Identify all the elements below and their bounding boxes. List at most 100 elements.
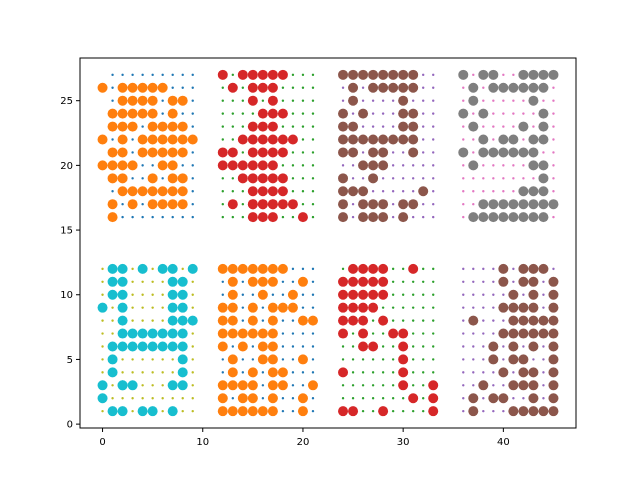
data-point-series-2 xyxy=(277,108,288,119)
data-point-series-3 xyxy=(398,212,409,223)
small-dot-0 xyxy=(191,190,194,193)
small-dot-7 xyxy=(482,267,485,271)
data-point-series-7 xyxy=(358,289,369,300)
small-dot-2 xyxy=(421,151,425,154)
data-point-series-6 xyxy=(287,289,298,300)
data-point-series-2 xyxy=(247,134,258,145)
small-dot-4 xyxy=(141,358,144,361)
small-dot-2 xyxy=(432,99,435,102)
data-point-series-8 xyxy=(508,328,519,339)
data-point-series-3 xyxy=(338,147,349,158)
data-point-series-8 xyxy=(528,328,539,339)
small-dot-6 xyxy=(381,306,385,309)
data-point-series-5 xyxy=(107,341,118,352)
data-point-series-3 xyxy=(398,199,409,210)
data-point-series-6 xyxy=(217,315,228,326)
data-point-series-4 xyxy=(478,69,489,80)
data-point-series-5 xyxy=(167,341,178,352)
small-dot-7 xyxy=(462,306,465,309)
data-point-series-1 xyxy=(137,82,148,93)
small-dot-3 xyxy=(482,99,485,102)
data-point-series-5 xyxy=(107,276,118,287)
small-dot-7 xyxy=(472,293,475,296)
small-dot-3 xyxy=(462,190,465,193)
small-dot-5 xyxy=(281,409,285,413)
data-point-series-1 xyxy=(157,199,168,210)
data-point-series-1 xyxy=(127,199,138,210)
small-dot-1 xyxy=(301,112,305,115)
data-point-series-1 xyxy=(177,121,188,132)
small-dot-2 xyxy=(381,112,385,115)
small-dot-0 xyxy=(191,202,194,206)
data-point-series-3 xyxy=(408,199,419,210)
small-dot-0 xyxy=(191,177,194,180)
small-dot-4 xyxy=(131,293,134,296)
data-point-series-7 xyxy=(368,276,379,287)
small-dot-0 xyxy=(131,177,134,180)
small-dot-6 xyxy=(421,280,425,284)
data-point-series-2 xyxy=(257,212,268,223)
small-dot-6 xyxy=(421,384,425,387)
plot-frame xyxy=(79,57,577,429)
small-dot-6 xyxy=(371,319,375,322)
small-dot-5 xyxy=(261,371,265,374)
data-point-series-5 xyxy=(177,354,188,365)
data-point-series-6 xyxy=(257,341,268,352)
data-point-series-6 xyxy=(297,315,308,326)
small-dot-1 xyxy=(311,190,315,193)
small-dot-5 xyxy=(251,345,255,348)
small-dot-4 xyxy=(101,358,104,361)
data-point-series-8 xyxy=(548,367,559,378)
small-dot-4 xyxy=(151,319,154,322)
small-dot-3 xyxy=(502,99,505,102)
small-dot-2 xyxy=(381,177,385,180)
small-dot-5 xyxy=(281,332,285,335)
small-dot-4 xyxy=(181,409,184,413)
data-point-series-6 xyxy=(227,302,238,313)
small-dot-6 xyxy=(341,345,345,348)
small-dot-1 xyxy=(251,112,255,115)
small-dot-7 xyxy=(492,319,495,322)
small-dot-7 xyxy=(482,306,485,309)
small-dot-7 xyxy=(542,293,545,296)
small-dot-0 xyxy=(191,99,194,102)
small-dot-7 xyxy=(482,293,485,296)
data-point-series-3 xyxy=(348,82,359,93)
data-point-series-5 xyxy=(147,341,158,352)
data-point-series-5 xyxy=(107,354,118,365)
small-dot-6 xyxy=(411,332,415,335)
x-tick-label: 40 xyxy=(497,437,510,448)
small-dot-6 xyxy=(421,332,425,335)
small-dot-0 xyxy=(141,125,144,128)
small-dot-0 xyxy=(161,215,164,219)
data-point-series-8 xyxy=(538,406,549,417)
small-dot-2 xyxy=(421,73,425,77)
data-point-series-6 xyxy=(297,393,308,404)
data-point-series-5 xyxy=(187,315,198,326)
data-point-series-1 xyxy=(147,199,158,210)
small-dot-6 xyxy=(411,345,415,348)
data-point-series-1 xyxy=(117,186,128,197)
data-point-series-7 xyxy=(358,315,369,326)
small-dot-5 xyxy=(241,358,245,361)
small-dot-7 xyxy=(482,358,485,361)
data-point-series-6 xyxy=(297,354,308,365)
data-point-series-2 xyxy=(267,108,278,119)
small-dot-4 xyxy=(111,397,114,400)
small-dot-0 xyxy=(121,73,124,77)
small-dot-6 xyxy=(421,267,425,271)
data-point-series-6 xyxy=(217,263,228,274)
small-dot-6 xyxy=(411,358,415,361)
data-point-series-3 xyxy=(358,160,369,171)
small-dot-4 xyxy=(131,280,134,284)
small-dot-3 xyxy=(482,164,485,167)
small-dot-3 xyxy=(502,125,505,128)
data-point-series-8 xyxy=(548,354,559,365)
data-point-series-4 xyxy=(528,134,539,145)
data-point-series-8 xyxy=(528,263,539,274)
data-point-series-6 xyxy=(247,328,258,339)
small-dot-3 xyxy=(462,215,465,219)
small-dot-6 xyxy=(351,332,355,335)
small-dot-7 xyxy=(472,345,475,348)
small-dot-4 xyxy=(161,409,164,413)
